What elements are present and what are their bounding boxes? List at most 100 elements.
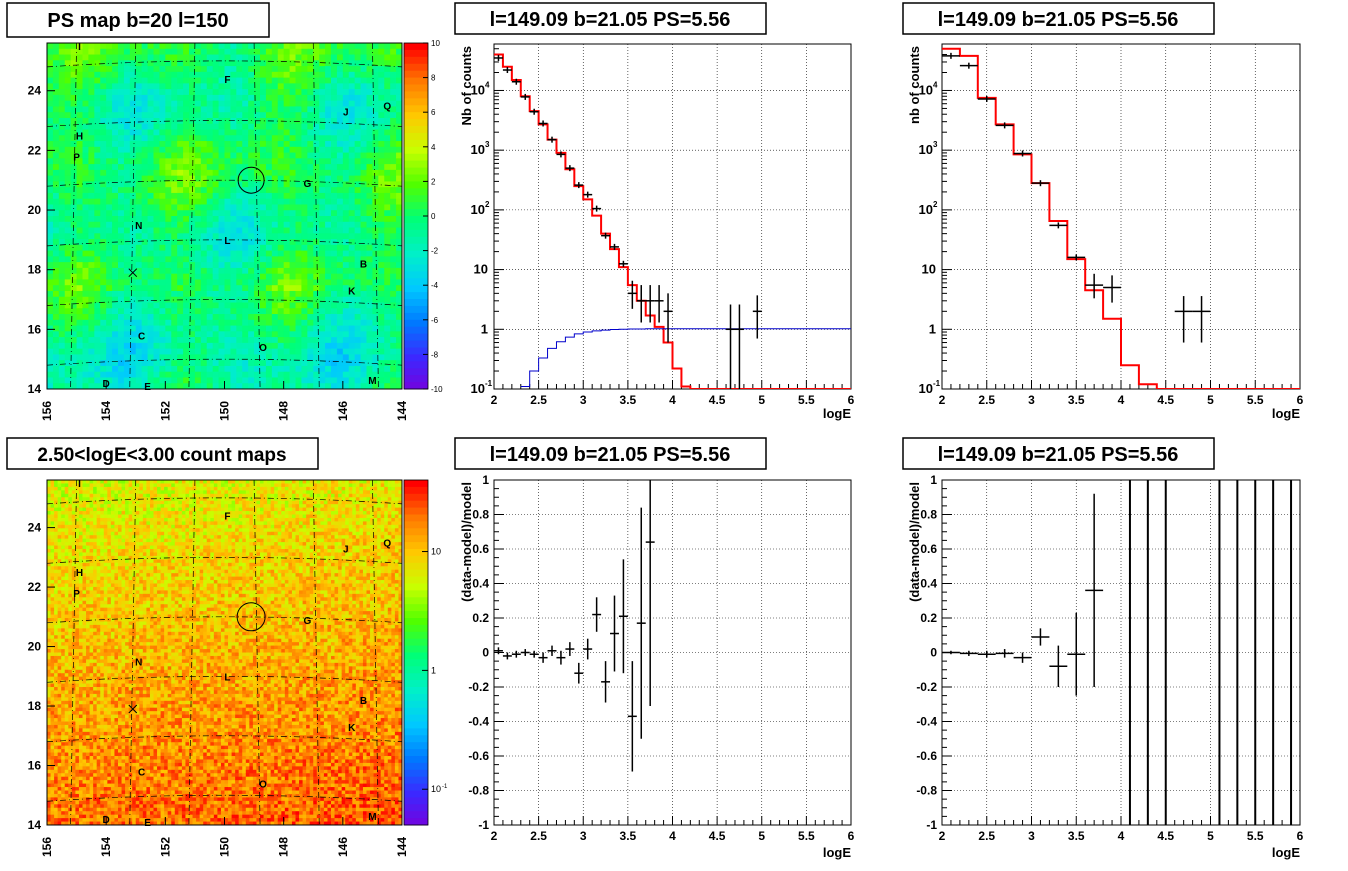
heatmap-cell: [183, 262, 190, 269]
heatmap-cell: [342, 216, 350, 223]
heatmap-cell: [325, 66, 332, 73]
heatmap-cell: [135, 77, 143, 84]
y-tick-label: 10: [471, 82, 485, 97]
heatmap-cell: [100, 348, 107, 355]
heatmap-cell: [171, 279, 178, 286]
heatmap-cell: [248, 221, 255, 229]
heatmap-cell: [54, 490, 59, 495]
heatmap-cell: [194, 256, 202, 263]
heatmap-cell: [165, 244, 172, 252]
heatmap-cell: [70, 227, 78, 234]
heatmap-cell: [129, 290, 137, 298]
heatmap-cell: [384, 273, 391, 280]
data-point: [574, 182, 584, 189]
heatmap-cell: [390, 273, 397, 280]
heatmap-cell: [71, 659, 76, 664]
heatmap-cell: [360, 239, 367, 246]
heatmap-cell: [129, 308, 137, 315]
heatmap-cell: [354, 331, 362, 338]
heatmap-cell: [141, 141, 149, 148]
heatmap-cell: [366, 325, 373, 332]
heatmap-cell: [366, 60, 373, 67]
heatmap-cell: [58, 89, 66, 96]
heatmap-cell: [58, 262, 66, 269]
heatmap-cell: [289, 135, 296, 142]
heatmap-cell: [129, 216, 137, 223]
heatmap-cell: [47, 621, 52, 626]
heatmap-cell: [50, 611, 55, 616]
heatmap-cell: [159, 365, 166, 373]
heatmap-cell: [71, 804, 76, 809]
heatmap-cell: [141, 233, 149, 240]
heatmap-cell: [342, 117, 350, 125]
heatmap-cell: [194, 60, 202, 67]
heatmap-cell: [171, 106, 178, 113]
heatmap-cell: [64, 600, 69, 605]
heatmap-cell: [295, 325, 302, 332]
heatmap-cell: [147, 239, 154, 246]
heatmap-cell: [57, 718, 62, 722]
heatmap-cell: [319, 331, 326, 338]
heatmap-cell: [129, 181, 137, 188]
heatmap-cell: [54, 742, 59, 747]
ps-map-heatmap: 156 154 152 150 148 146 144141618202224IFJQHPG…: [28, 39, 443, 421]
heatmap-cell: [384, 43, 391, 50]
heatmap-cell: [396, 198, 402, 205]
heatmap-cell: [64, 721, 69, 726]
heatmap-cell: [307, 233, 314, 240]
heatmap-cell: [54, 583, 59, 588]
heatmap-cell: [82, 371, 89, 378]
heatmap-cell: [58, 279, 66, 286]
heatmap-cell: [118, 141, 125, 148]
heatmap-cell: [366, 141, 373, 148]
heatmap-cell: [75, 693, 80, 698]
heatmap-cell: [177, 77, 184, 84]
heatmap-cell: [54, 586, 59, 591]
colorbar-segment: [404, 167, 428, 175]
heatmap-cell: [183, 146, 190, 154]
heatmap-cell: [206, 337, 214, 344]
heatmap-cell: [171, 308, 178, 315]
heatmap-cell: [224, 285, 231, 292]
heatmap-cell: [283, 175, 291, 182]
heatmap-cell: [57, 749, 62, 754]
heatmap-cell: [384, 221, 391, 229]
heatmap-cell: [147, 48, 154, 56]
heatmap-cell: [189, 112, 196, 119]
heatmap-cell: [88, 365, 95, 373]
heatmap-cell: [248, 331, 255, 338]
heatmap-cell: [183, 43, 190, 50]
heatmap-cell: [319, 66, 326, 73]
heatmap-cell: [360, 198, 367, 205]
heatmap-cell: [301, 135, 308, 142]
heatmap-cell: [68, 562, 73, 567]
heatmap-cell: [118, 256, 125, 263]
heatmap-cell: [283, 135, 291, 142]
heatmap-cell: [331, 77, 338, 84]
heatmap-cell: [123, 198, 131, 205]
heatmap-cell: [289, 342, 296, 350]
heatmap-cell: [68, 642, 73, 647]
heatmap-cell: [271, 221, 279, 229]
heatmap-cell: [224, 337, 231, 344]
heatmap-cell: [277, 100, 285, 107]
heatmap-cell: [289, 319, 296, 327]
heatmap-cell: [68, 535, 73, 540]
heatmap-cell: [47, 216, 54, 223]
heatmap-cell: [384, 181, 391, 188]
heatmap-cell: [64, 279, 72, 286]
heatmap-cell: [141, 279, 149, 286]
heatmap-cell: [384, 354, 391, 361]
heatmap-cell: [147, 319, 154, 327]
colorbar-segment: [404, 257, 428, 265]
heatmap-cell: [189, 83, 196, 90]
heatmap-cell: [82, 377, 89, 384]
heatmap-cell: [70, 273, 78, 280]
heatmap-cell: [64, 331, 72, 338]
heatmap-cell: [342, 348, 350, 355]
heatmap-cell: [265, 43, 273, 50]
heatmap-cell: [301, 296, 308, 303]
heatmap-cell: [123, 181, 131, 188]
heatmap-cell: [360, 216, 367, 223]
heatmap-cell: [319, 112, 326, 119]
